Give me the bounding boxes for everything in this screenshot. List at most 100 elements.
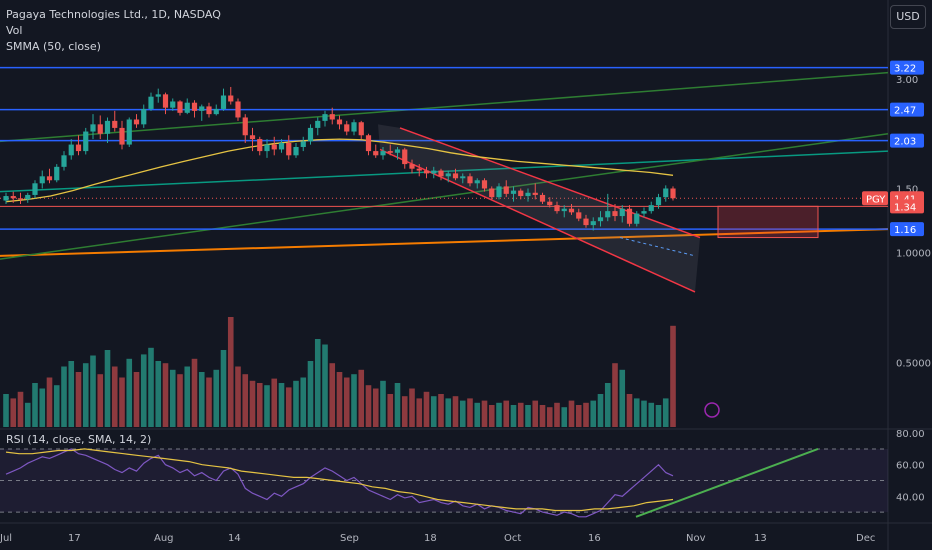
price-badge xyxy=(890,133,924,148)
upper-trendline xyxy=(0,71,889,143)
volume-bar xyxy=(82,363,89,427)
candle-body xyxy=(61,155,67,167)
rsi-breakout-line xyxy=(635,448,819,518)
candle-body xyxy=(257,139,263,152)
price-badge xyxy=(890,102,924,117)
volume-bar xyxy=(626,394,633,427)
symbol-title: Pagaya Technologies Ltd., 1D, NASDAQ xyxy=(6,8,221,21)
volume-bar xyxy=(104,350,111,427)
volume-bar xyxy=(612,363,618,427)
rsi-ma-line xyxy=(5,448,674,512)
volume-bar xyxy=(119,377,125,427)
volume-bar xyxy=(10,398,17,427)
volume-bar xyxy=(496,402,502,427)
currency-button[interactable]: USD xyxy=(890,5,926,29)
earnings-marker xyxy=(704,402,720,418)
time-tick-label: 14 xyxy=(228,533,241,544)
volume-bar xyxy=(604,383,611,427)
candle-body xyxy=(278,142,285,150)
candle-body xyxy=(344,124,350,132)
candle-body xyxy=(547,201,553,206)
price-badge-label: 2.03 xyxy=(894,137,916,148)
volume-bar xyxy=(213,369,220,427)
volume-bar xyxy=(61,366,67,427)
candle-body xyxy=(634,213,640,224)
volume-bar xyxy=(394,383,401,427)
candle-body xyxy=(68,144,74,156)
candle-body xyxy=(655,197,662,206)
volume-bar xyxy=(459,400,466,427)
volume-bar xyxy=(336,372,343,427)
volume-bar xyxy=(140,354,147,427)
volume-bar xyxy=(3,394,9,427)
time-tick-label: Sep xyxy=(340,533,359,544)
candle-body xyxy=(307,127,314,142)
candle-body xyxy=(271,144,277,150)
volume-bar xyxy=(155,361,162,427)
volume-bar xyxy=(68,361,75,427)
volume-bar xyxy=(583,402,589,427)
candle-body xyxy=(46,176,53,181)
candle-body xyxy=(213,108,219,115)
candle-body xyxy=(25,194,31,200)
volume-bar xyxy=(177,374,183,427)
volume-bar xyxy=(575,405,582,427)
candle-body xyxy=(133,119,140,125)
volume-bar xyxy=(474,402,481,427)
price-badge-label: 2.47 xyxy=(894,106,916,117)
time-tick-label: Aug xyxy=(154,533,174,544)
candle-body xyxy=(191,102,198,111)
volume-bar xyxy=(300,377,307,427)
candle-body xyxy=(489,188,495,198)
time-tick-label: Dec xyxy=(856,533,875,544)
candle-body xyxy=(358,122,364,136)
rsi-legend[interactable]: RSI (14, close, SMA, 14, 2) xyxy=(6,433,152,446)
volume-bar xyxy=(358,369,365,427)
candle-body xyxy=(17,198,24,200)
lower-trendline xyxy=(0,133,889,260)
candle-body xyxy=(539,194,546,202)
candle-body xyxy=(597,217,604,222)
candle-body xyxy=(438,170,444,177)
volume-bar xyxy=(169,369,176,427)
time-tick-label: 16 xyxy=(588,533,601,544)
volume-bar xyxy=(380,380,386,427)
candle-body xyxy=(83,131,89,152)
support-trendline xyxy=(0,228,889,257)
price-badge xyxy=(890,60,924,75)
candle-body xyxy=(54,166,60,181)
volume-bar xyxy=(97,374,104,427)
volume-bar xyxy=(430,396,437,427)
volume-bar xyxy=(510,405,517,427)
time-tick-label: Oct xyxy=(504,533,521,544)
candle-body xyxy=(293,146,299,156)
candle-body xyxy=(177,101,183,113)
candle-body xyxy=(670,188,676,199)
candle-body xyxy=(445,173,451,177)
candle-body xyxy=(474,180,480,184)
time-tick-label: 13 xyxy=(754,533,767,544)
smma-legend[interactable]: SMMA (50, close) xyxy=(6,40,101,53)
volume-bar xyxy=(111,366,118,427)
candle-body xyxy=(126,119,132,145)
volume-bar xyxy=(539,405,546,427)
candle-body xyxy=(648,205,654,212)
volume-bar xyxy=(648,402,655,427)
time-tick-label: 17 xyxy=(68,533,81,544)
candle-body xyxy=(155,94,161,97)
volume-legend[interactable]: Vol xyxy=(6,24,23,37)
candle-body xyxy=(148,96,154,109)
candle-body xyxy=(387,151,393,153)
candle-body xyxy=(365,135,372,152)
volume-bar xyxy=(568,400,575,427)
volume-bar xyxy=(184,366,191,427)
volume-bar xyxy=(452,396,459,427)
volume-bar xyxy=(24,402,31,427)
price-tick-label: 1.50 xyxy=(896,184,918,195)
candle-body xyxy=(416,168,422,171)
volume-bar xyxy=(148,347,154,427)
candle-body xyxy=(503,186,509,194)
price-tick-label: 1.0000 xyxy=(896,249,931,260)
volume-bar xyxy=(488,405,495,427)
